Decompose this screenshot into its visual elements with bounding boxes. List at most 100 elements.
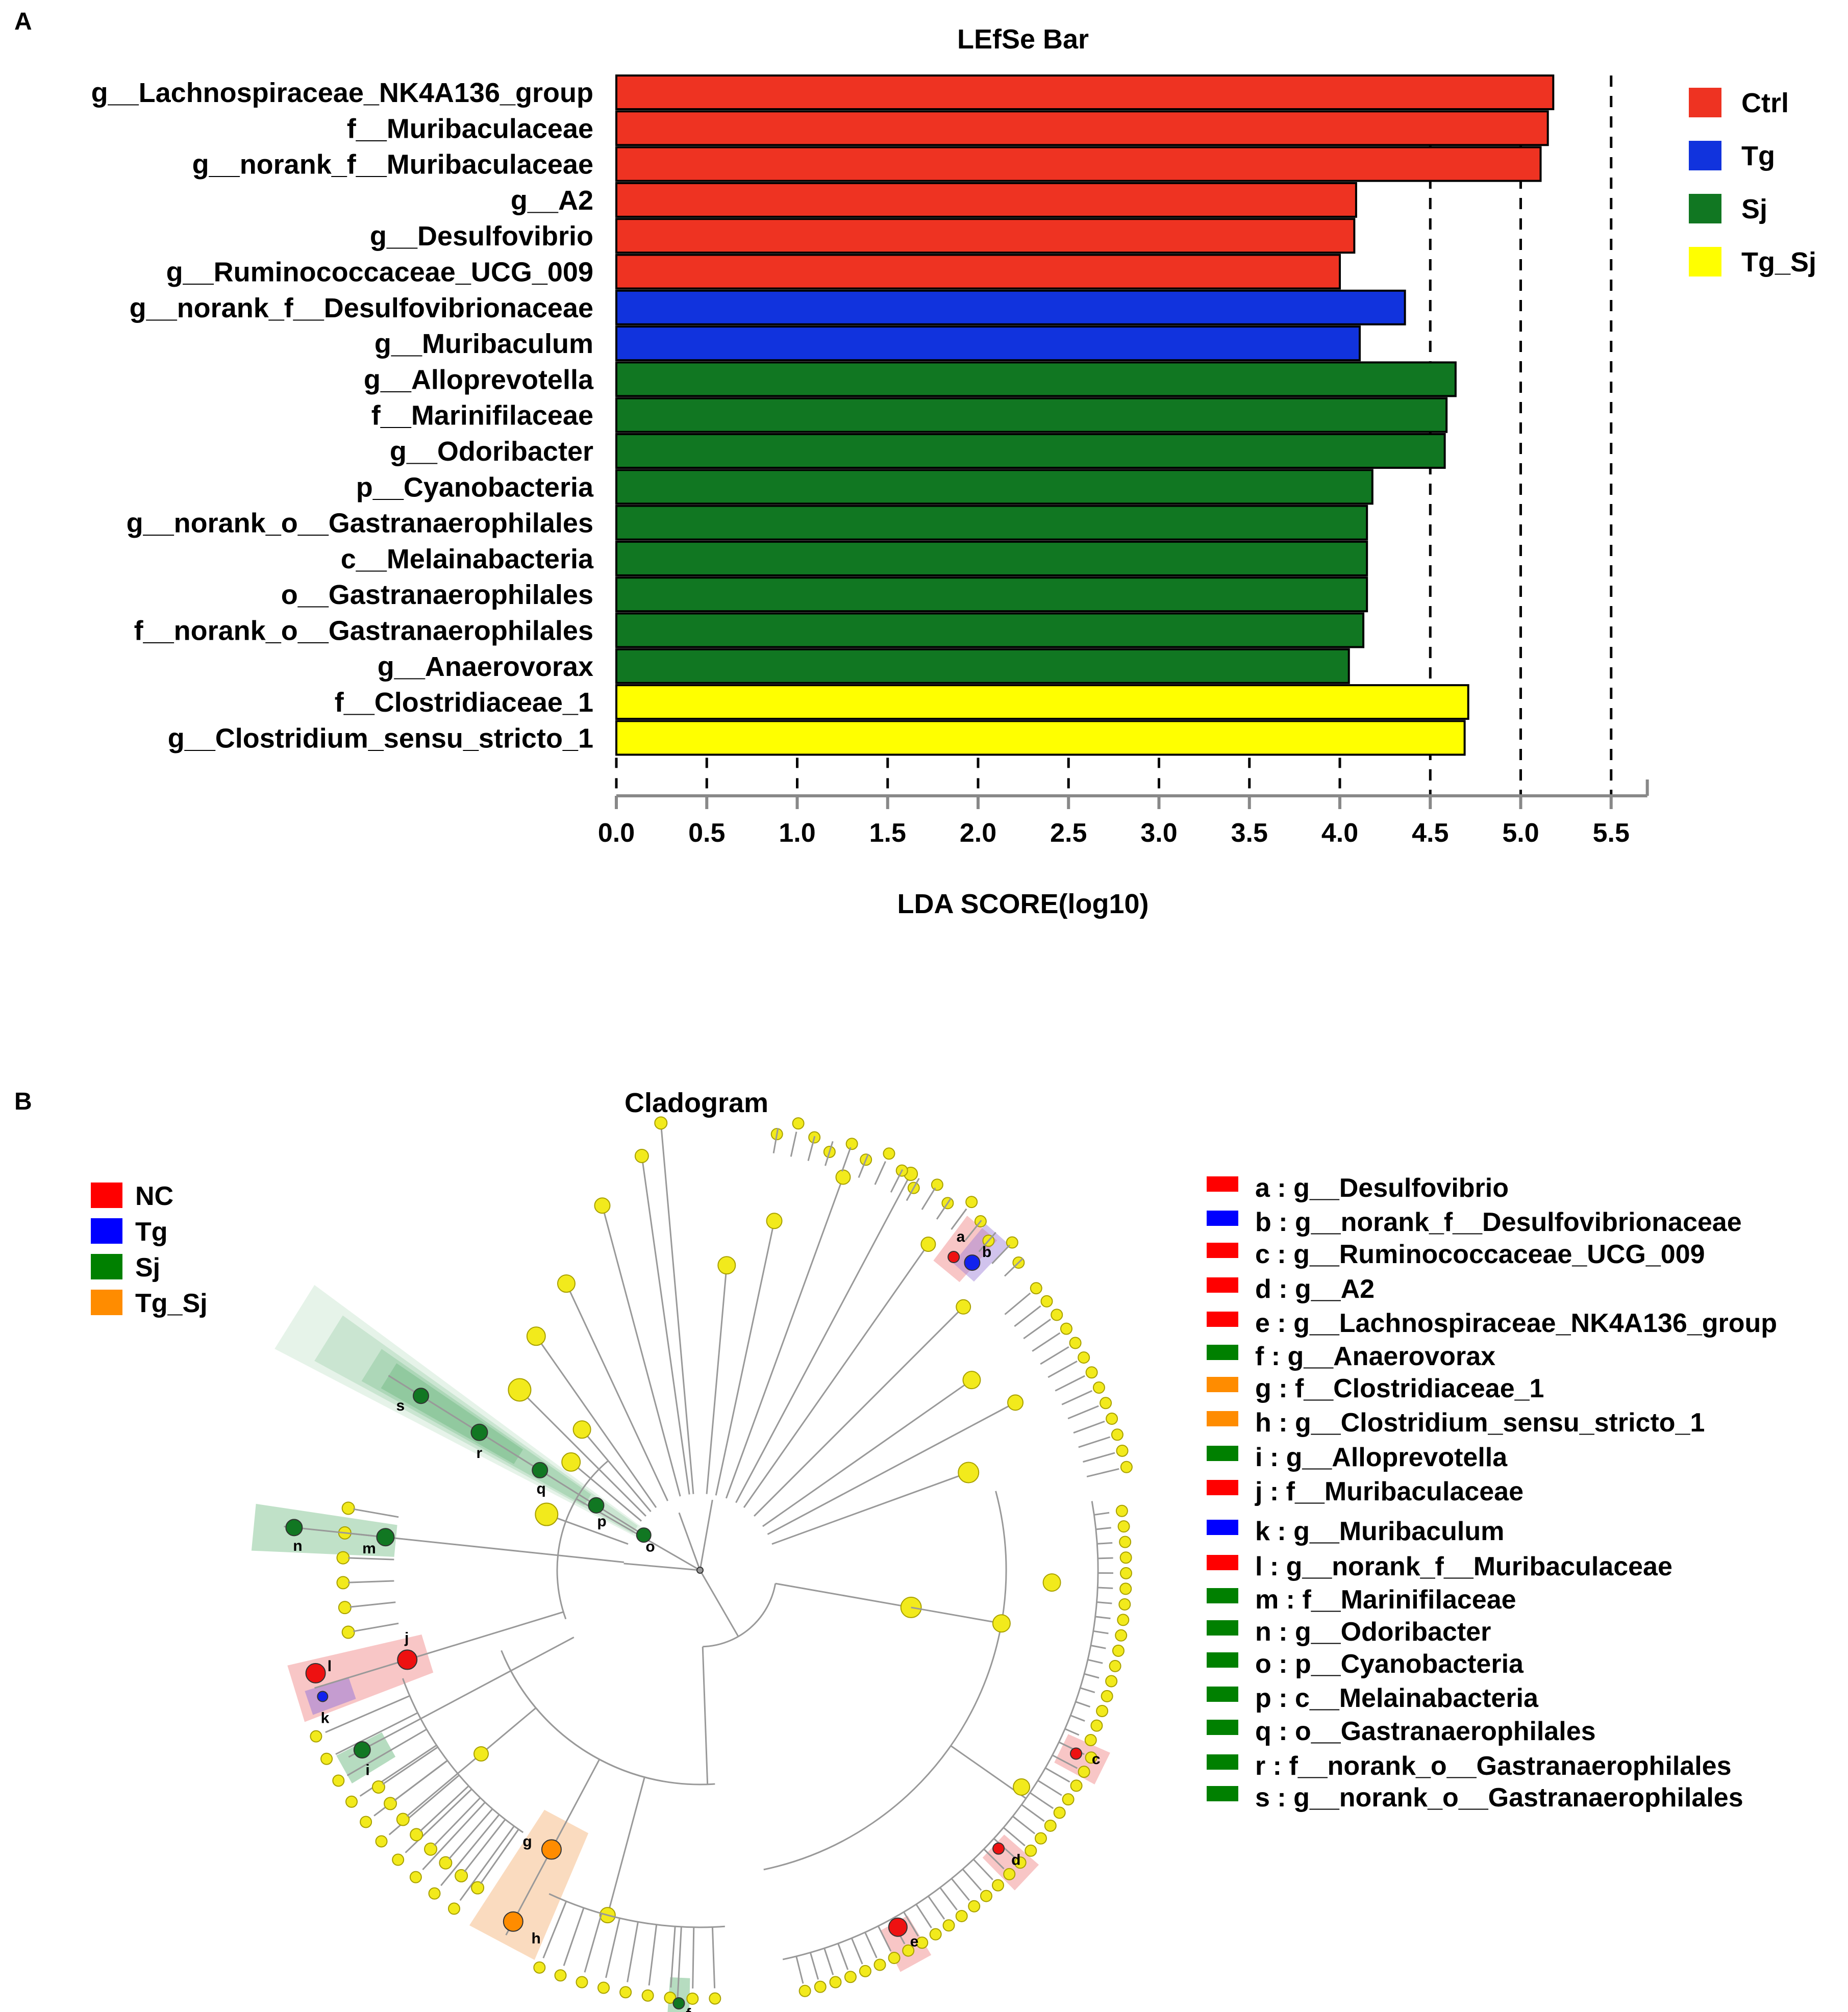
node [1119, 1551, 1132, 1564]
node [310, 1730, 322, 1743]
clade-node-i [353, 1741, 371, 1759]
branch [1024, 1825, 1036, 1834]
branch [960, 1890, 970, 1901]
taxa-legend-swatch [1207, 1555, 1238, 1570]
node [533, 1961, 546, 1974]
node [873, 1958, 886, 1971]
node [1013, 1778, 1031, 1796]
node [902, 1944, 915, 1957]
node [384, 1797, 397, 1810]
branch [936, 1908, 945, 1920]
branch [951, 1208, 967, 1230]
node [844, 1971, 857, 1983]
taxa-legend-label: q : o__Gastranaerophilales [1255, 1717, 1596, 1746]
node [526, 1326, 546, 1346]
node [634, 1148, 649, 1163]
branch [911, 1606, 1002, 1624]
node [1085, 1366, 1098, 1379]
branch [762, 1379, 972, 1527]
branch [1096, 1601, 1112, 1604]
node [792, 1117, 805, 1130]
branch [349, 1601, 396, 1608]
branch [972, 1858, 985, 1871]
branch [994, 1859, 1005, 1870]
bar [615, 146, 1542, 182]
branch [725, 1176, 844, 1499]
branch [1095, 1527, 1111, 1530]
branch [346, 1728, 427, 1776]
bar-label: g__Anaerovorax [378, 651, 593, 682]
node [1119, 1582, 1132, 1595]
branch [1029, 1792, 1043, 1802]
node [554, 1969, 567, 1982]
branch-arc [703, 1583, 777, 1648]
node [409, 1871, 422, 1883]
branch [890, 1169, 904, 1193]
bar [615, 74, 1555, 110]
clade-letter: o [645, 1539, 655, 1555]
clade-letter: d [1011, 1851, 1020, 1868]
taxa-legend-label: p : c__Melainabacteria [1255, 1683, 1539, 1713]
cladogram-title: Cladogram [625, 1088, 768, 1118]
bar-label: g__A2 [511, 185, 593, 216]
node [1069, 1337, 1082, 1349]
node [920, 1237, 936, 1252]
bar [615, 289, 1406, 325]
branch [983, 1870, 993, 1880]
clade-highlight-g [469, 1809, 589, 1960]
node [1030, 1282, 1042, 1295]
node [471, 1881, 485, 1895]
node [1042, 1573, 1061, 1592]
legend-swatch [1689, 247, 1721, 276]
branch [923, 1917, 932, 1928]
node [992, 1879, 1005, 1892]
x-axis-label: LDA SCORE(log10) [897, 889, 1148, 919]
node [336, 1551, 350, 1565]
taxa-legend-label: b : g__norank_f__Desulfovibrionaceae [1255, 1208, 1742, 1237]
bar-label: f__norank_o__Gastranaerophilales [134, 616, 593, 646]
branch [1004, 1258, 1024, 1277]
node [916, 1936, 929, 1949]
node [1078, 1351, 1090, 1364]
branch [948, 1899, 958, 1910]
node [1106, 1413, 1118, 1425]
branch [1037, 1779, 1052, 1790]
legend-label: Tg [1741, 141, 1775, 171]
bar-label: g__Lachnospiraceae_NK4A136_group [91, 78, 593, 108]
clade-highlight-d [982, 1834, 1039, 1891]
legend: Ctrl Tg Sj Tg_Sj [1689, 88, 1816, 278]
branch [459, 1825, 515, 1901]
node [360, 1816, 372, 1828]
branch [1061, 1390, 1092, 1405]
node [1117, 1520, 1130, 1533]
branch [754, 1306, 964, 1517]
node [686, 1992, 699, 2005]
clade-node-q [532, 1462, 548, 1478]
branch [1021, 1804, 1035, 1815]
branch [775, 1582, 911, 1608]
node [1007, 1394, 1024, 1411]
branch [906, 1178, 920, 1201]
taxa-legend-label: k : g__Muribaculum [1255, 1517, 1504, 1546]
branch [828, 1963, 834, 1975]
node [709, 1992, 721, 2005]
branch [464, 1819, 506, 1872]
branch [864, 1932, 872, 1947]
branch [405, 1789, 472, 1853]
x-tick-label: 5.5 [1593, 818, 1630, 848]
clade-highlight-a [933, 1216, 997, 1282]
node [958, 1462, 980, 1483]
branch [972, 1880, 982, 1891]
branch [939, 1887, 950, 1900]
branch [699, 1499, 713, 1571]
branch [1075, 1701, 1090, 1708]
bars [615, 74, 1555, 756]
x-tick-label: 1.0 [779, 818, 815, 848]
branch [546, 1514, 629, 1545]
branch [807, 1136, 816, 1161]
branch [814, 1967, 819, 1980]
clade-node-n [285, 1519, 303, 1537]
clade-highlight-s [381, 1363, 523, 1464]
branch [790, 1131, 797, 1157]
